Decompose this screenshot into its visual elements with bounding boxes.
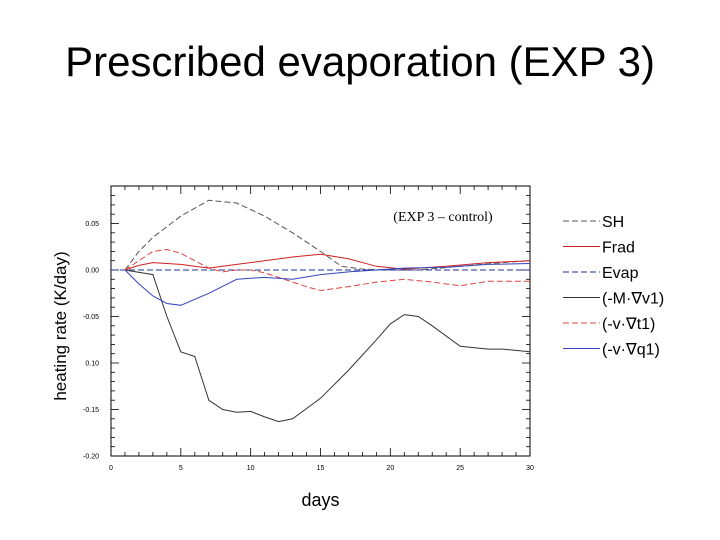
chart-annotation: (EXP 3 – control) [393, 210, 493, 225]
series-line [124, 263, 531, 306]
legend-label: (-v·∇t1) [602, 316, 655, 333]
legend-label: Frad [602, 240, 635, 257]
chart-axes: 0 5 10 15 20 25 30 0.05 0.00 -0.05 0.10 -0.15 -0.20 d… [51, 185, 534, 510]
series-line [124, 248, 530, 292]
y-tick-label: -0.20 [83, 454, 99, 461]
x-tick-label: 30 [526, 465, 534, 472]
legend-label: (-v·∇q1) [602, 342, 660, 359]
y-tick-label: 0.05 [85, 221, 99, 228]
series-line [124, 269, 531, 423]
chart-legend: SH Frad Evap (-M·∇v1) (-v·∇t1) (-v·∇q1) [563, 214, 664, 359]
x-tick-label: 5 [179, 465, 183, 472]
x-tick-label: 25 [456, 465, 464, 472]
y-tick-label: 0.10 [85, 361, 99, 368]
chart-series [111, 199, 531, 423]
legend-label: Evap [602, 265, 639, 282]
y-tick-label: -0.15 [83, 407, 99, 414]
y-tick-label: -0.05 [83, 314, 99, 321]
y-tick-label: 0.00 [85, 268, 99, 275]
x-tick-label: 0 [109, 465, 113, 472]
x-tick-label: 15 [317, 465, 325, 472]
slide-title: Prescribed evaporation (EXP 3) [65, 38, 655, 85]
plot-frame [110, 185, 531, 457]
legend-label: SH [602, 214, 624, 231]
y-axis-label: heating rate (K/day) [51, 251, 70, 400]
x-axis-label: days [301, 490, 339, 510]
legend-label: (-M·∇v1) [602, 291, 664, 308]
x-tick-label: 20 [386, 465, 394, 472]
x-tick-label: 10 [247, 465, 255, 472]
series-line [124, 199, 531, 271]
